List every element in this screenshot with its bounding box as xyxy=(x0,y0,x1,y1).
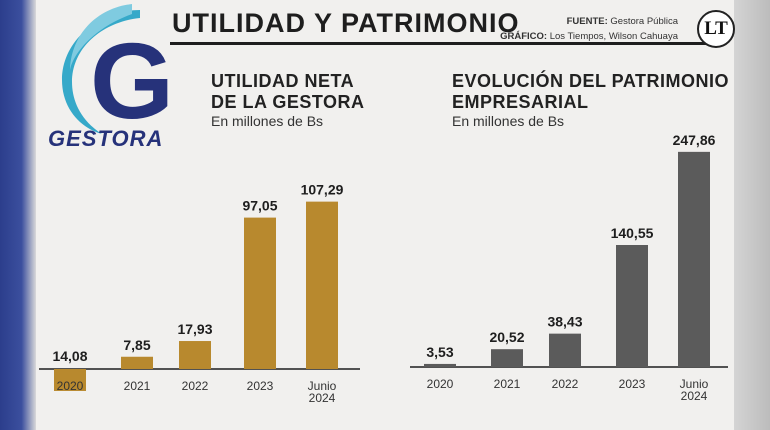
title-underline xyxy=(170,42,720,45)
chart1-bar xyxy=(244,217,276,369)
chart2-bar xyxy=(678,151,710,367)
chart2-bar xyxy=(424,363,456,367)
chart2-category-label: 2023 xyxy=(619,377,646,391)
gestora-logo-icon: G xyxy=(40,0,190,150)
source-value: Gestora Pública xyxy=(610,16,678,27)
chart1-category-label: 2022 xyxy=(182,379,209,393)
chart1-title-line2: DE LA GESTORA xyxy=(211,92,365,112)
chart2-value-label: 20,52 xyxy=(489,329,524,345)
chart2-category-label: 2022 xyxy=(552,377,579,391)
chart2-bar xyxy=(616,245,648,367)
chart1-category-label: Junio xyxy=(308,379,337,393)
credits: FUENTE: Gestora Pública GRÁFICO: Los Tie… xyxy=(500,14,678,44)
chart2-title-line1: EVOLUCIÓN DEL PATRIMONIO xyxy=(452,71,730,91)
chart1-value-label: 107,29 xyxy=(301,182,344,198)
chart1-title: UTILIDAD NETA DE LA GESTORA xyxy=(211,71,365,113)
chart2-category-label: 2024 xyxy=(681,389,708,403)
chart1-category-label: 2021 xyxy=(124,379,151,393)
chart2-value-label: 247,86 xyxy=(673,132,716,148)
chart1-value-label: 97,05 xyxy=(242,198,277,214)
chart2-title-line2: EMPRESARIAL xyxy=(452,92,589,112)
chart2-value-label: 38,43 xyxy=(547,314,582,330)
chart1-category-label: 2020 xyxy=(57,379,84,393)
logo-letter: G xyxy=(90,20,174,141)
chart1-value-label: 17,93 xyxy=(177,321,212,337)
newspaper-logo-icon: LT xyxy=(697,10,735,48)
chart1-bar xyxy=(306,201,338,369)
right-background-strip xyxy=(734,0,770,430)
chart2-value-label: 140,55 xyxy=(611,225,654,241)
chart1-subtitle: En millones de Bs xyxy=(211,113,324,129)
chart1-category-label: 2023 xyxy=(247,379,274,393)
chart2-bar xyxy=(549,333,581,367)
chart1-title-line1: UTILIDAD NETA xyxy=(211,71,355,91)
chart1-bar xyxy=(54,369,86,391)
graphic-label: GRÁFICO: xyxy=(500,31,548,42)
left-background-strip xyxy=(0,0,36,430)
chart1-value-label: 14,08 xyxy=(52,348,87,364)
page-title: UTILIDAD Y PATRIMONIO xyxy=(172,8,520,38)
chart1-value-label: 7,85 xyxy=(123,337,150,353)
chart1-bar xyxy=(121,356,153,369)
chart1-bar xyxy=(179,341,211,369)
chart2-bar xyxy=(491,349,523,367)
logo-text: GESTORA xyxy=(48,126,164,151)
chart2-value-label: 3,53 xyxy=(426,344,453,360)
chart2-title: EVOLUCIÓN DEL PATRIMONIO EMPRESARIAL xyxy=(452,71,729,113)
graphic-value: Los Tiempos, Wilson Cahuaya xyxy=(549,31,678,42)
chart1-category-label: 2024 xyxy=(309,391,336,405)
chart2-category-label: Junio xyxy=(680,377,709,391)
chart2-subtitle: En millones de Bs xyxy=(452,113,565,129)
chart2-category-label: 2021 xyxy=(494,377,521,391)
chart2-category-label: 2020 xyxy=(427,377,454,391)
source-label: FUENTE: xyxy=(566,16,608,27)
